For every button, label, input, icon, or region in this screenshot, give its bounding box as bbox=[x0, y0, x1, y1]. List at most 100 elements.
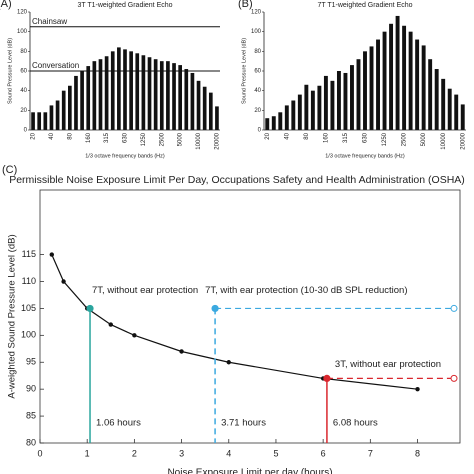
x-tick-label: 0 bbox=[37, 448, 42, 458]
marker-point bbox=[323, 374, 331, 383]
y-tick-label: 100 bbox=[17, 29, 28, 35]
x-tick-label: 6 bbox=[321, 448, 326, 458]
bar bbox=[284, 105, 289, 130]
x-tick-label: 160 bbox=[86, 132, 92, 143]
bar bbox=[172, 63, 176, 131]
data-point bbox=[49, 252, 54, 257]
bar bbox=[202, 86, 207, 130]
y-tick-label: 90 bbox=[26, 384, 36, 394]
bar bbox=[110, 51, 115, 131]
x-tick-label: 630 bbox=[123, 132, 129, 143]
bar bbox=[317, 85, 322, 130]
x-tick-label: 20000 bbox=[460, 132, 466, 149]
bar bbox=[74, 75, 78, 130]
bar bbox=[421, 45, 426, 130]
bar bbox=[37, 112, 42, 130]
bar bbox=[178, 65, 182, 130]
y-axis-label: Sound Pressure Level (dB) bbox=[7, 38, 13, 104]
x-tick-label: 10000 bbox=[196, 132, 202, 149]
y-axis-label: A-weighted Sound Pressure Level (dB) bbox=[7, 234, 18, 398]
bar bbox=[208, 92, 213, 130]
bar bbox=[123, 49, 127, 130]
y-tick-label: 20 bbox=[254, 108, 261, 114]
bar bbox=[291, 100, 296, 130]
reference-label: Chainsaw bbox=[32, 17, 67, 26]
bar bbox=[271, 116, 276, 130]
bar bbox=[159, 61, 164, 130]
y-tick-label: 40 bbox=[20, 88, 27, 94]
bar bbox=[80, 71, 84, 130]
bar bbox=[304, 84, 309, 130]
x-tick-label: 1250 bbox=[141, 132, 147, 146]
x-tick-label: 3 bbox=[179, 448, 184, 458]
bar bbox=[382, 31, 387, 131]
bar bbox=[196, 80, 201, 130]
bar bbox=[49, 105, 54, 130]
y-tick-label: 120 bbox=[251, 10, 262, 16]
bar bbox=[117, 47, 121, 130]
bar bbox=[454, 94, 459, 130]
x-axis-label: Noise Exposure Limit per day (hours) bbox=[167, 468, 332, 474]
panel-label: (A) bbox=[0, 0, 12, 10]
x-tick-label: 5000 bbox=[421, 132, 427, 146]
bar bbox=[86, 66, 91, 130]
x-axis-label: 1/3 octave frequency bands (Hz) bbox=[325, 153, 405, 159]
bar bbox=[310, 90, 315, 130]
x-tick-label: 20 bbox=[31, 132, 37, 139]
bar bbox=[153, 59, 158, 131]
panel-label: (B) bbox=[238, 0, 253, 10]
x-tick-label: 630 bbox=[363, 132, 369, 143]
marker-end bbox=[450, 304, 458, 312]
marker-point bbox=[211, 304, 219, 313]
bar bbox=[441, 78, 446, 130]
y-tick-label: 100 bbox=[21, 330, 36, 340]
bar bbox=[129, 51, 133, 131]
bar bbox=[395, 15, 400, 130]
x-tick-label: 1250 bbox=[382, 132, 388, 146]
y-tick-label: 20 bbox=[20, 108, 27, 114]
marker-label: 7T, with ear protection (10-30 dB SPL re… bbox=[205, 285, 407, 296]
marker-hours-label: 1.06 hours bbox=[96, 418, 141, 429]
bar bbox=[460, 104, 465, 130]
data-point bbox=[61, 279, 66, 284]
bar bbox=[330, 80, 335, 130]
bar bbox=[369, 46, 374, 130]
data-point bbox=[226, 360, 231, 365]
y-tick-label: 80 bbox=[20, 49, 27, 55]
x-tick-label: 315 bbox=[343, 132, 349, 143]
y-tick-label: 95 bbox=[26, 357, 36, 367]
x-tick-label: 80 bbox=[67, 132, 73, 139]
bar bbox=[336, 71, 341, 130]
x-tick-label: 20000 bbox=[215, 132, 221, 149]
bar bbox=[402, 25, 407, 131]
x-tick-label: 40 bbox=[49, 132, 55, 139]
bar bbox=[350, 65, 354, 130]
bar bbox=[135, 53, 140, 130]
x-tick-label: 20 bbox=[265, 132, 271, 139]
bar bbox=[98, 59, 103, 131]
bar bbox=[389, 23, 394, 130]
chart-title: 7T T1-weighted Gradient Echo bbox=[317, 2, 412, 9]
x-tick-label: 2500 bbox=[402, 132, 408, 146]
bar bbox=[190, 72, 195, 130]
bar bbox=[61, 90, 66, 130]
y-tick-label: 80 bbox=[26, 437, 36, 447]
y-tick-label: 120 bbox=[17, 10, 28, 16]
bar bbox=[415, 39, 420, 130]
x-tick-label: 160 bbox=[323, 132, 329, 143]
y-axis-label: Sound Pressure Level (dB) bbox=[241, 38, 247, 104]
marker-end bbox=[450, 374, 458, 382]
x-tick-label: 80 bbox=[304, 132, 310, 139]
marker-hours-label: 6.08 hours bbox=[333, 418, 378, 429]
chart-title: Permissible Noise Exposure Limit Per Day… bbox=[9, 174, 465, 186]
data-point bbox=[179, 349, 184, 354]
x-tick-label: 40 bbox=[284, 132, 290, 139]
chart-title: 3T T1-weighted Gradient Echo bbox=[77, 2, 172, 9]
y-tick-label: 0 bbox=[258, 128, 262, 134]
bar bbox=[147, 57, 152, 130]
x-axis-label: 1/3 octave frequency bands (Hz) bbox=[85, 153, 165, 159]
bar bbox=[363, 51, 367, 131]
bar bbox=[278, 112, 283, 130]
data-point bbox=[415, 386, 420, 392]
bar bbox=[68, 85, 72, 130]
